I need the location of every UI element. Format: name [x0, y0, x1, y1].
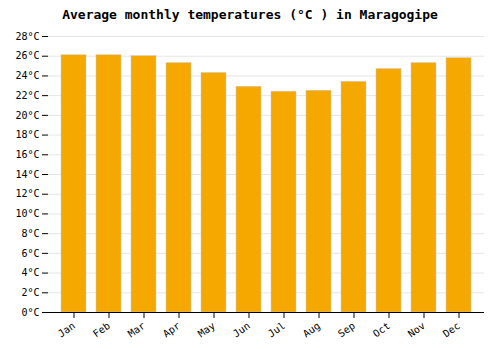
svg-text:Mar: Mar	[126, 320, 147, 339]
svg-text:24°C: 24°C	[15, 70, 39, 81]
svg-text:Dec: Dec	[441, 320, 462, 339]
svg-text:14°C: 14°C	[15, 169, 39, 180]
svg-text:22°C: 22°C	[15, 90, 39, 101]
svg-text:Sep: Sep	[336, 320, 357, 339]
svg-text:10°C: 10°C	[15, 208, 39, 219]
svg-text:0°C: 0°C	[21, 307, 39, 318]
svg-text:May: May	[196, 320, 217, 339]
html-text:Average monthly temperatures (: Average monthly temperatures (°C ) in Ma…	[62, 7, 438, 22]
svg-text:6°C: 6°C	[21, 248, 39, 259]
svg-text:Apr: Apr	[161, 320, 182, 339]
svg-text:16°C: 16°C	[15, 149, 39, 160]
svg-text:Jul: Jul	[266, 320, 287, 339]
svg-text:Jan: Jan	[56, 320, 77, 339]
svg-text:26°C: 26°C	[15, 50, 39, 61]
svg-text:12°C: 12°C	[15, 188, 39, 199]
svg-text:20°C: 20°C	[15, 110, 39, 121]
svg-text:4°C: 4°C	[21, 267, 39, 278]
svg-text:Aug: Aug	[301, 320, 322, 339]
svg-text:28°C: 28°C	[15, 31, 39, 42]
svg-text:2°C: 2°C	[21, 287, 39, 298]
svg-text:18°C: 18°C	[15, 129, 39, 140]
svg-text:8°C: 8°C	[21, 228, 39, 239]
svg-text:Jun: Jun	[231, 320, 252, 339]
svg-text:Nov: Nov	[406, 320, 427, 339]
svg-text:Oct: Oct	[371, 320, 392, 339]
svg-text:Feb: Feb	[91, 320, 112, 339]
